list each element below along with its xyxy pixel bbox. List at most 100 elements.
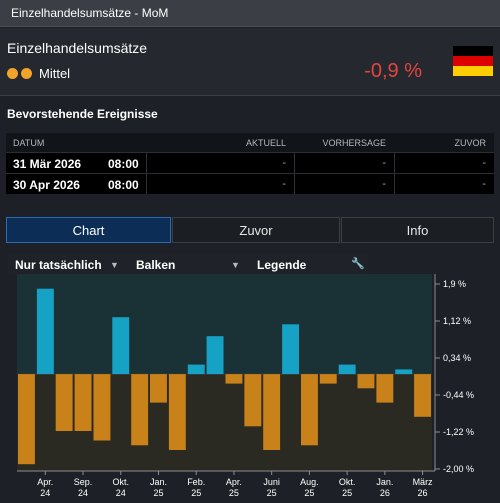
chart-bar — [36, 288, 54, 375]
chart-bar — [55, 374, 73, 431]
importance-dot-icon — [21, 68, 32, 79]
y-tick-label: -2,00 % — [443, 464, 474, 474]
x-tick-label: Juni — [263, 477, 280, 487]
event-forecast: - — [382, 178, 386, 190]
chart-toolbar: Nur tatsächlich ▼ Balken ▼ Legende 🔧 — [8, 254, 368, 274]
x-tick-label: 25 — [267, 488, 277, 498]
chart-bar — [263, 374, 281, 450]
chart-bar — [376, 374, 394, 403]
chart-bar — [18, 374, 35, 465]
event-date: 31 Mär 2026 — [13, 157, 82, 171]
wrench-icon[interactable]: 🔧 — [351, 258, 365, 270]
window-title: Einzelhandelsumsätze - MoM — [11, 6, 169, 20]
y-tick-label: 1,12 % — [443, 316, 471, 326]
indicator-header: Einzelhandelsumsätze Mittel -0,9 % — [0, 28, 500, 96]
column-divider — [394, 174, 395, 194]
chevron-down-icon[interactable]: ▼ — [110, 260, 119, 270]
y-tick-label: 0,34 % — [443, 353, 471, 363]
flag-stripe-black — [453, 46, 493, 56]
legend-button[interactable]: Legende — [257, 258, 307, 272]
chart-bar — [150, 374, 167, 403]
col-actual: AKTUELL — [245, 138, 286, 148]
col-forecast: VORHERSAGE — [322, 138, 386, 148]
y-tick-label: -1,22 % — [443, 427, 474, 437]
chart-bar — [319, 374, 337, 384]
indicator-name: Einzelhandelsumsätze — [7, 40, 148, 56]
x-tick-label: März — [413, 477, 433, 487]
event-actual: - — [282, 178, 286, 190]
chart-type-dropdown[interactable]: Balken — [136, 258, 176, 272]
chevron-down-icon[interactable]: ▼ — [231, 260, 240, 270]
chart-bar — [187, 364, 205, 375]
chart-bar — [282, 324, 299, 375]
chart-bar — [244, 374, 262, 427]
chart-bar — [225, 374, 243, 384]
column-divider — [294, 174, 295, 194]
importance-dot-icon — [7, 68, 18, 79]
x-tick-label: Okt. — [339, 477, 356, 487]
change-value: -0,9 % — [364, 60, 422, 82]
chart-bar — [168, 374, 186, 450]
chart-bar — [338, 364, 356, 375]
view-tabs: Chart Zuvor Info — [6, 217, 494, 243]
x-tick-label: Okt. — [112, 477, 129, 487]
event-row[interactable]: 31 Mär 2026 08:00 - - - — [6, 152, 494, 173]
event-actual: - — [282, 157, 286, 169]
event-forecast: - — [382, 157, 386, 169]
col-previous: ZUVOR — [454, 138, 487, 148]
column-divider — [146, 153, 147, 173]
window-titlebar: Einzelhandelsumsätze - MoM — [0, 0, 500, 27]
germany-flag-icon — [453, 46, 493, 76]
x-tick-label: Aug. — [300, 477, 319, 487]
column-divider — [294, 153, 295, 173]
x-tick-label: Jan. — [150, 477, 167, 487]
chart-bar — [74, 374, 92, 431]
chart-bar — [414, 374, 431, 417]
col-date: DATUM — [13, 138, 45, 148]
y-tick-label: 1,9 % — [443, 279, 466, 289]
event-time: 08:00 — [108, 178, 139, 192]
tab-previous[interactable]: Zuvor — [172, 217, 340, 243]
column-divider — [146, 174, 147, 194]
chart-bar — [112, 317, 130, 375]
tab-chart[interactable]: Chart — [6, 217, 171, 243]
chart-bar — [93, 374, 111, 441]
chart-bar — [357, 374, 375, 389]
chart-bar — [395, 369, 413, 375]
x-tick-label: 25 — [153, 488, 163, 498]
importance-label: Mittel — [39, 66, 71, 81]
events-header-row: DATUM AKTUELL VORHERSAGE ZUVOR — [6, 133, 494, 152]
x-tick-label: Sep. — [74, 477, 93, 487]
tab-info[interactable]: Info — [341, 217, 494, 243]
flag-stripe-gold — [453, 66, 493, 76]
chart-bar — [301, 374, 318, 446]
event-time: 08:00 — [108, 157, 139, 171]
x-tick-label: 25 — [342, 488, 352, 498]
y-tick-label: -0,44 % — [443, 390, 474, 400]
events-table: DATUM AKTUELL VORHERSAGE ZUVOR 31 Mär 20… — [6, 133, 494, 194]
x-tick-label: 24 — [40, 488, 50, 498]
chart-bar — [206, 336, 224, 375]
filter-dropdown[interactable]: Nur tatsächlich — [15, 258, 102, 272]
chart-bar — [131, 374, 149, 446]
x-tick-label: Apr. — [226, 477, 242, 487]
event-row[interactable]: 30 Apr 2026 08:00 - - - — [6, 173, 494, 194]
x-tick-label: 25 — [304, 488, 314, 498]
x-tick-label: Apr. — [37, 477, 53, 487]
x-tick-label: 24 — [116, 488, 126, 498]
x-tick-label: Jan. — [376, 477, 393, 487]
event-previous: - — [482, 178, 486, 190]
event-previous: - — [482, 157, 486, 169]
x-tick-label: Feb. — [187, 477, 205, 487]
chart-positive-area — [17, 274, 432, 375]
x-tick-label: 26 — [418, 488, 428, 498]
event-date: 30 Apr 2026 — [13, 178, 80, 192]
column-divider — [394, 153, 395, 173]
x-tick-label: 24 — [78, 488, 88, 498]
x-tick-label: 25 — [229, 488, 239, 498]
events-title: Bevorstehende Ereignisse — [7, 107, 158, 121]
flag-stripe-red — [453, 56, 493, 66]
x-tick-label: 25 — [191, 488, 201, 498]
x-tick-label: 26 — [380, 488, 390, 498]
